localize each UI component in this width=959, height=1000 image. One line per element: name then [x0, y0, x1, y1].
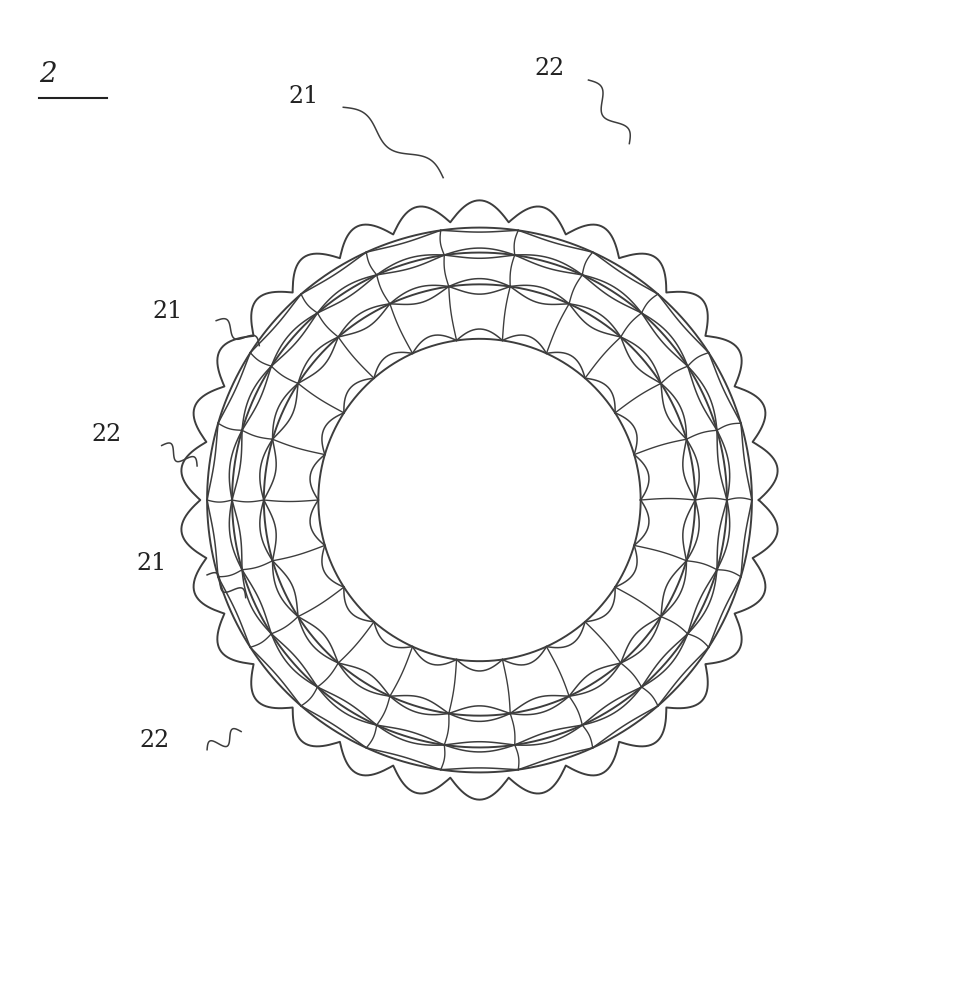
Text: 22: 22	[139, 729, 169, 752]
Text: 21: 21	[137, 552, 167, 575]
Text: 22: 22	[91, 423, 122, 446]
Text: 22: 22	[534, 57, 564, 80]
Text: 21: 21	[289, 85, 319, 108]
Text: 21: 21	[152, 300, 183, 323]
Text: 2: 2	[39, 61, 57, 88]
